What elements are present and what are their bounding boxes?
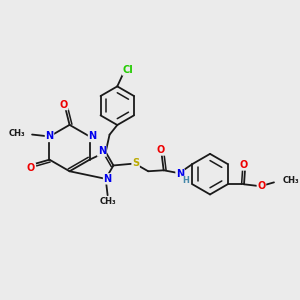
Text: Cl: Cl [122, 65, 133, 75]
Text: O: O [157, 145, 165, 155]
Text: N: N [103, 174, 112, 184]
Text: CH₃: CH₃ [9, 129, 25, 138]
Text: O: O [240, 160, 248, 170]
Text: N: N [98, 146, 106, 156]
Text: CH₃: CH₃ [283, 176, 299, 185]
Text: O: O [27, 164, 35, 173]
Text: N: N [176, 169, 184, 179]
Text: N: N [88, 131, 97, 142]
Text: S: S [132, 158, 139, 168]
Text: O: O [60, 100, 68, 110]
Text: N: N [45, 131, 53, 142]
Text: H: H [182, 176, 189, 185]
Text: O: O [257, 181, 266, 191]
Text: CH₃: CH₃ [99, 196, 116, 206]
